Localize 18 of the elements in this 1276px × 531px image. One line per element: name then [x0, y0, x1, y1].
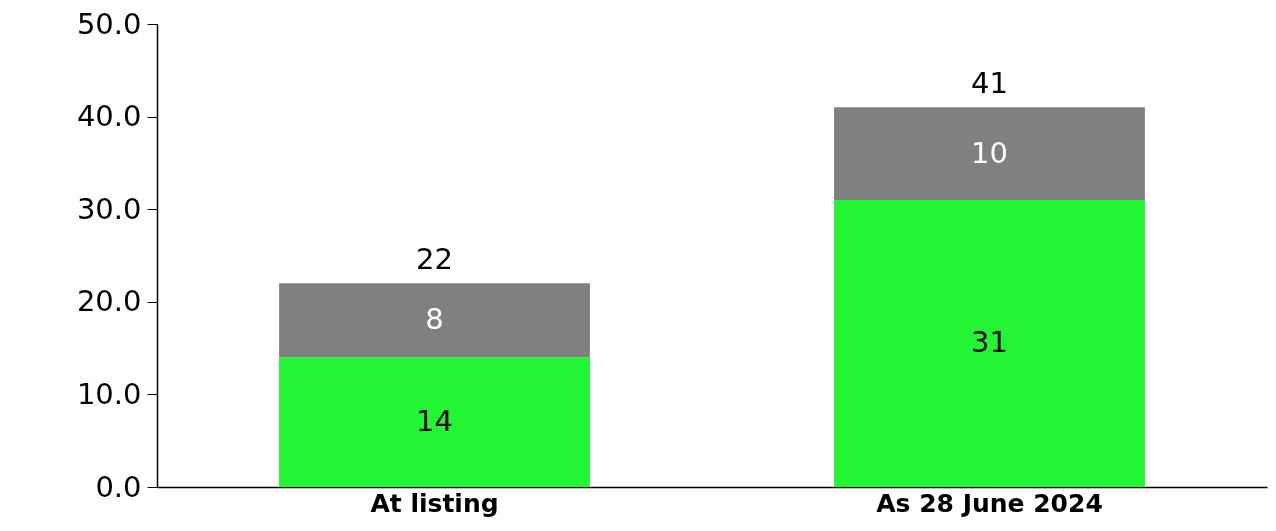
y-tick-label: 10.0	[76, 376, 142, 411]
y-tick-label: 20.0	[76, 284, 142, 319]
bar	[279, 283, 590, 358]
bar	[834, 107, 1145, 200]
y-tick-label: 50.0	[76, 6, 142, 41]
data-label: 31	[971, 325, 1008, 360]
y-tick-label: 30.0	[76, 191, 142, 226]
bar	[279, 357, 590, 487]
data-label: 10	[971, 135, 1008, 170]
total-label: 41	[971, 66, 1008, 101]
data-label: 14	[416, 404, 453, 439]
y-tick-label: 40.0	[76, 99, 142, 134]
y-tick-label: 0.0	[95, 469, 142, 504]
bar	[834, 199, 1145, 487]
total-label: 22	[416, 242, 453, 277]
x-tick-label: As 28 June 2024	[876, 488, 1103, 518]
data-label: 8	[425, 302, 444, 337]
x-tick-label: At listing	[370, 488, 499, 518]
